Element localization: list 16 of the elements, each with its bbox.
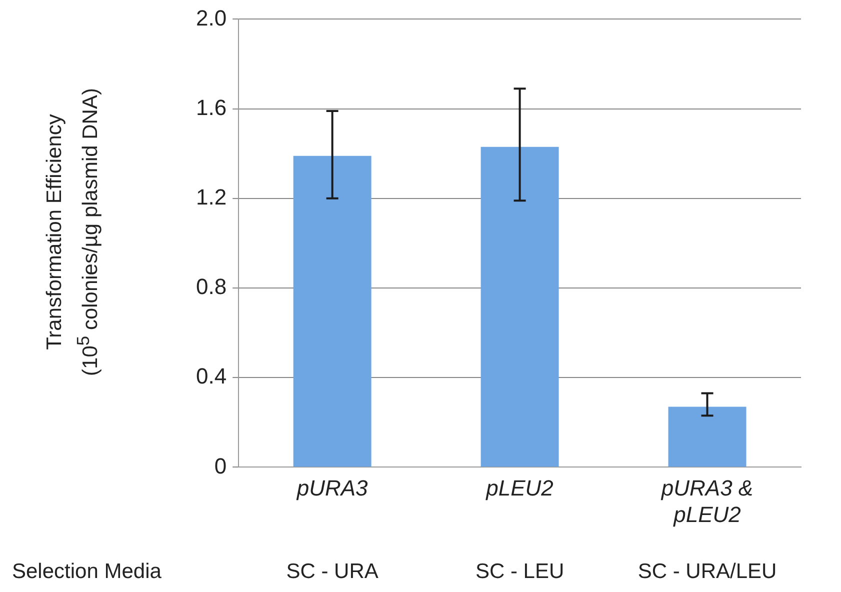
y-tick-label: 2.0 xyxy=(196,5,227,30)
bar xyxy=(668,406,746,467)
y-tick-label: 0.4 xyxy=(196,364,227,389)
bar xyxy=(293,156,372,467)
y-tick-label: 1.2 xyxy=(196,184,227,210)
y-tick-label: 0 xyxy=(214,453,227,478)
x-tick-label: pURA3 & pLEU2 xyxy=(660,476,754,527)
text: SC - URA xyxy=(286,560,378,583)
bar xyxy=(480,146,559,467)
x-tick-label: pURA3 xyxy=(296,476,369,501)
text: SC - LEU xyxy=(475,560,564,583)
y-tick-label: 0.8 xyxy=(196,274,227,300)
x-tick-label: pLEU2 xyxy=(485,476,554,501)
y-tick-label: 1.6 xyxy=(196,94,227,120)
text: Selection Media xyxy=(12,560,162,583)
text: SC - URA/LEU xyxy=(638,560,777,583)
